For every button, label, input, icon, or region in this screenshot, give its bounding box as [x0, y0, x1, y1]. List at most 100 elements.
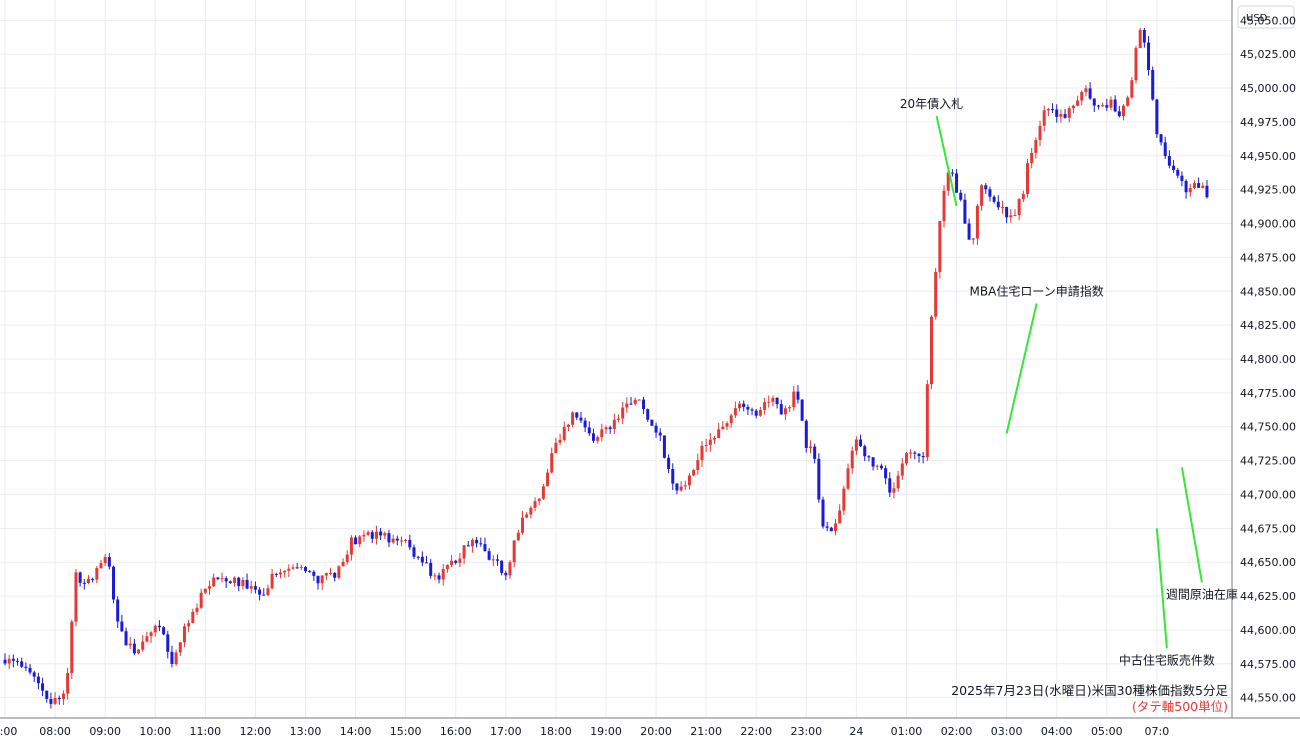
candle-down — [1005, 206, 1009, 218]
candle-down — [587, 427, 591, 434]
candle-down — [479, 543, 483, 545]
candle-up — [763, 402, 767, 410]
candle-down — [1155, 99, 1159, 135]
price-tick-label: 44,975.00 — [1240, 116, 1296, 129]
candle-down — [642, 399, 646, 410]
candle-up — [934, 271, 938, 317]
candle-down — [1167, 156, 1171, 166]
candle-down — [1184, 180, 1188, 193]
price-tick-label: 44,825.00 — [1240, 319, 1296, 332]
candle-down — [500, 560, 504, 573]
price-tick-label: 44,575.00 — [1240, 658, 1296, 671]
candle-up — [99, 563, 103, 569]
annotation-line — [935, 115, 958, 207]
time-tick-label: 16:00 — [440, 725, 472, 738]
candle-up — [1067, 108, 1071, 118]
candle-down — [274, 573, 278, 575]
candle-up — [704, 445, 708, 447]
candle-down — [316, 575, 320, 584]
candle-down — [1113, 99, 1117, 112]
candle-up — [187, 623, 191, 627]
time-tick-label: 08:00 — [39, 725, 71, 738]
candle-up — [1080, 91, 1084, 101]
time-tick-label: 15:00 — [390, 725, 422, 738]
candle-down — [829, 527, 833, 532]
candle-down — [583, 420, 587, 428]
candle-down — [950, 172, 954, 174]
price-tick-label: 44,550.00 — [1240, 692, 1296, 705]
candle-up — [1026, 163, 1030, 194]
candle-up — [508, 562, 512, 576]
candle-up — [1042, 110, 1046, 126]
candle-down — [629, 403, 633, 405]
annotation-label: MBA住宅ローン申請指数 — [970, 284, 1104, 299]
candle-up — [892, 488, 896, 493]
candle-up — [95, 568, 99, 580]
candle-down — [475, 539, 479, 544]
candle-up — [771, 397, 775, 402]
candle-up — [633, 399, 637, 404]
candle-down — [1159, 134, 1163, 143]
candle-down — [917, 453, 921, 457]
candle-down — [1180, 175, 1184, 181]
time-tick-label: 7:00 — [0, 725, 17, 738]
candle-up — [900, 463, 904, 476]
candle-up — [174, 652, 178, 665]
candle-up — [1126, 97, 1130, 106]
candle-up — [1134, 48, 1138, 81]
time-tick-label: 23:00 — [790, 725, 822, 738]
candle-up — [687, 475, 691, 486]
candle-up — [738, 403, 742, 409]
candle-down — [107, 557, 111, 567]
candle-down — [162, 627, 166, 635]
candle-down — [817, 458, 821, 500]
candle-up — [537, 498, 541, 502]
candle-down — [258, 589, 262, 595]
candle-down — [379, 531, 383, 536]
candle-up — [692, 470, 696, 476]
candle-down — [658, 432, 662, 436]
candle-down — [1151, 69, 1155, 100]
candle-up — [788, 407, 792, 409]
candle-up — [558, 439, 562, 443]
candle-up — [53, 697, 57, 704]
candle-up — [1013, 215, 1017, 217]
candle-up — [433, 575, 437, 577]
candle-down — [992, 196, 996, 202]
candle-down — [370, 532, 374, 539]
candle-down — [863, 446, 867, 457]
candle-up — [283, 570, 287, 573]
price-tick-label: 44,775.00 — [1240, 387, 1296, 400]
price-tick-label: 44,850.00 — [1240, 285, 1296, 298]
candle-up — [212, 577, 216, 587]
candle-up — [128, 643, 132, 646]
candle-down — [78, 572, 82, 583]
currency-box[interactable] — [1237, 5, 1295, 29]
candle-up — [220, 578, 224, 580]
candle-up — [683, 485, 687, 487]
time-tick-label: 18:00 — [540, 725, 572, 738]
candle-down — [387, 533, 391, 543]
candle-up — [458, 558, 462, 563]
candle-up — [149, 632, 153, 637]
candle-up — [783, 408, 787, 415]
candle-up — [358, 536, 362, 545]
candle-up — [1000, 206, 1004, 208]
candle-up — [374, 531, 378, 539]
candle-up — [834, 523, 838, 532]
candle-down — [91, 578, 95, 580]
candle-up — [1017, 199, 1021, 216]
candle-up — [241, 580, 245, 587]
candle-down — [1051, 109, 1055, 111]
candle-down — [779, 404, 783, 415]
price-tick-label: 45,000.00 — [1240, 82, 1296, 95]
candle-down — [984, 185, 988, 190]
candle-down — [988, 189, 992, 197]
candle-up — [70, 621, 74, 673]
time-tick-label: 24 — [849, 725, 863, 738]
candle-up — [600, 429, 604, 438]
